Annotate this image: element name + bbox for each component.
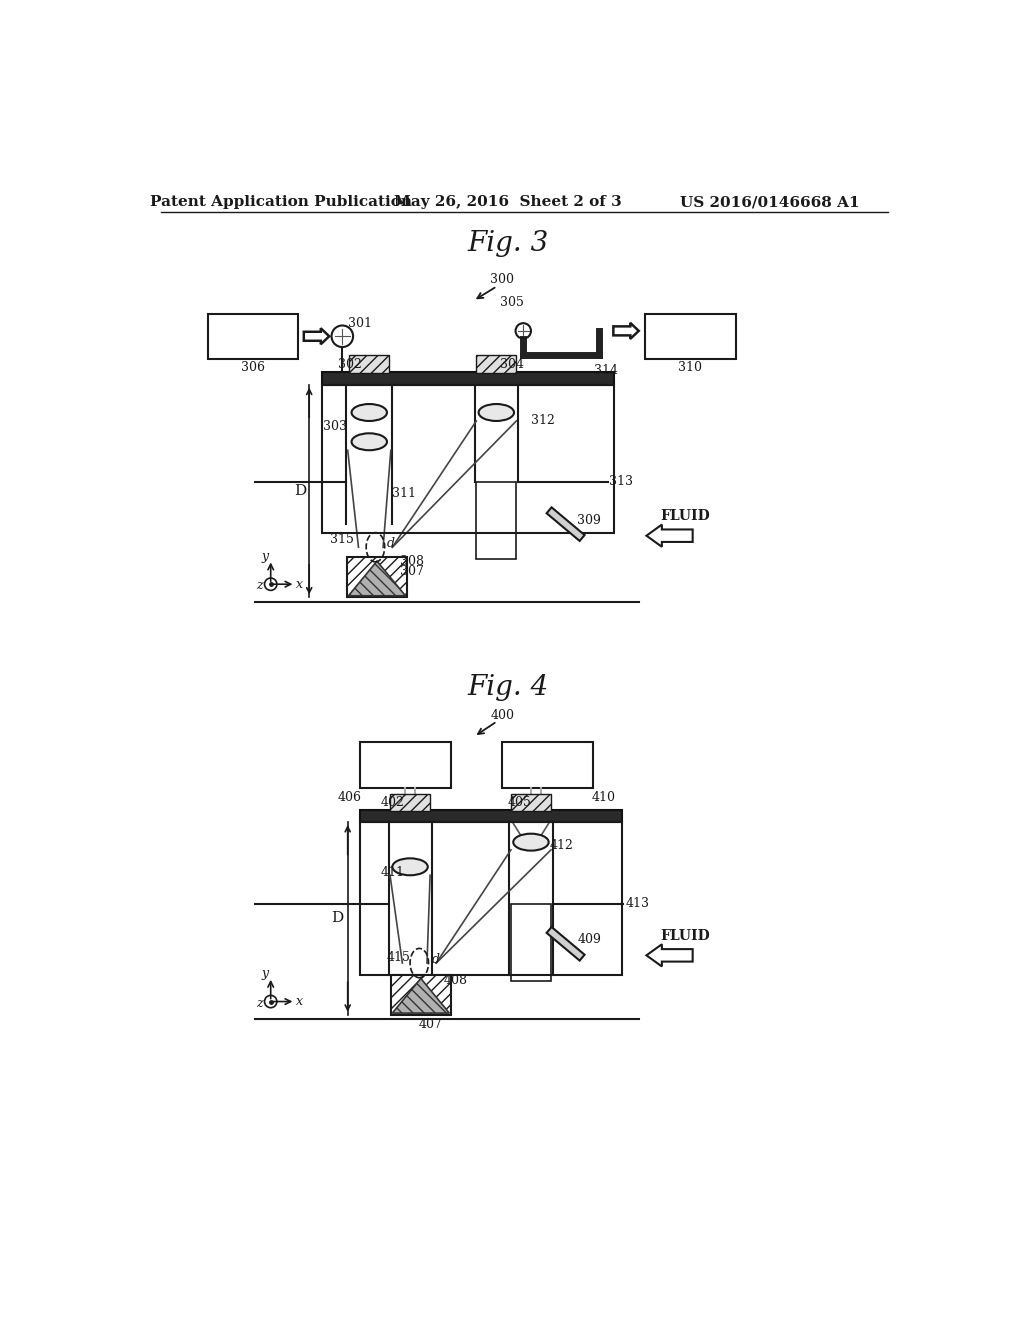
Text: 406: 406 [337, 791, 361, 804]
Bar [349, 355, 389, 374]
Bar [391, 974, 451, 1015]
Text: FLUID: FLUID [660, 929, 710, 942]
Text: z: z [257, 997, 263, 1010]
Bar [360, 822, 622, 974]
Text: 311: 311 [392, 487, 416, 500]
Text: d: d [387, 537, 395, 550]
Text: Fig. 3: Fig. 3 [467, 230, 549, 256]
Text: Patent Application Publication: Patent Application Publication [150, 195, 412, 210]
Polygon shape [392, 978, 450, 1014]
Text: 415: 415 [387, 952, 411, 964]
Text: 309: 309 [577, 513, 601, 527]
Bar [511, 904, 551, 981]
Bar [390, 795, 430, 812]
Polygon shape [547, 927, 585, 961]
Text: D: D [294, 484, 306, 498]
Text: US 2016/0146668 A1: US 2016/0146668 A1 [680, 195, 859, 210]
Text: FLUID: FLUID [660, 510, 710, 524]
Text: 410: 410 [592, 791, 616, 804]
Text: 400: 400 [490, 709, 514, 722]
Bar [511, 795, 551, 812]
Text: x: x [296, 995, 303, 1008]
Text: 301: 301 [348, 317, 372, 330]
Text: d: d [432, 953, 440, 966]
Text: 300: 300 [490, 273, 514, 286]
Text: 304: 304 [500, 358, 523, 371]
Bar [502, 742, 593, 788]
Text: Fig. 4: Fig. 4 [467, 675, 549, 701]
Polygon shape [547, 507, 585, 541]
Text: 411: 411 [380, 866, 404, 879]
Text: 313: 313 [609, 475, 633, 488]
Bar [322, 385, 614, 533]
Bar [476, 482, 516, 558]
Text: y: y [262, 550, 269, 564]
Bar [360, 742, 451, 788]
Ellipse shape [513, 834, 549, 850]
Text: 314: 314 [594, 363, 617, 376]
Text: 402: 402 [381, 796, 404, 809]
Text: 413: 413 [626, 898, 649, 911]
Ellipse shape [392, 858, 428, 875]
Ellipse shape [478, 404, 514, 421]
Polygon shape [646, 524, 692, 546]
Text: z: z [257, 579, 263, 593]
Text: 302: 302 [338, 358, 361, 371]
Polygon shape [304, 329, 330, 345]
Text: May 26, 2016  Sheet 2 of 3: May 26, 2016 Sheet 2 of 3 [394, 195, 622, 210]
Text: 412: 412 [550, 838, 573, 851]
Text: 310: 310 [678, 362, 702, 375]
Text: 312: 312 [530, 413, 554, 426]
Text: 315: 315 [331, 533, 354, 546]
Text: 305: 305 [500, 296, 523, 309]
Bar [360, 810, 622, 822]
Ellipse shape [351, 433, 387, 450]
Text: 308: 308 [399, 554, 424, 568]
Polygon shape [348, 561, 406, 595]
Ellipse shape [351, 404, 387, 421]
Bar [322, 372, 614, 385]
Text: 405: 405 [508, 796, 531, 809]
Text: y: y [262, 968, 269, 981]
Text: 407: 407 [419, 1018, 442, 1031]
Text: D: D [332, 911, 344, 925]
Text: 307: 307 [399, 565, 424, 578]
Text: 409: 409 [578, 933, 601, 946]
Bar [645, 314, 736, 359]
Bar [476, 355, 516, 374]
Text: 408: 408 [443, 974, 468, 987]
Text: x: x [296, 578, 303, 591]
Text: 303: 303 [323, 420, 346, 433]
Polygon shape [613, 323, 639, 339]
Polygon shape [646, 944, 692, 966]
Bar [347, 557, 407, 598]
Bar [208, 314, 298, 359]
Text: 306: 306 [241, 362, 265, 375]
